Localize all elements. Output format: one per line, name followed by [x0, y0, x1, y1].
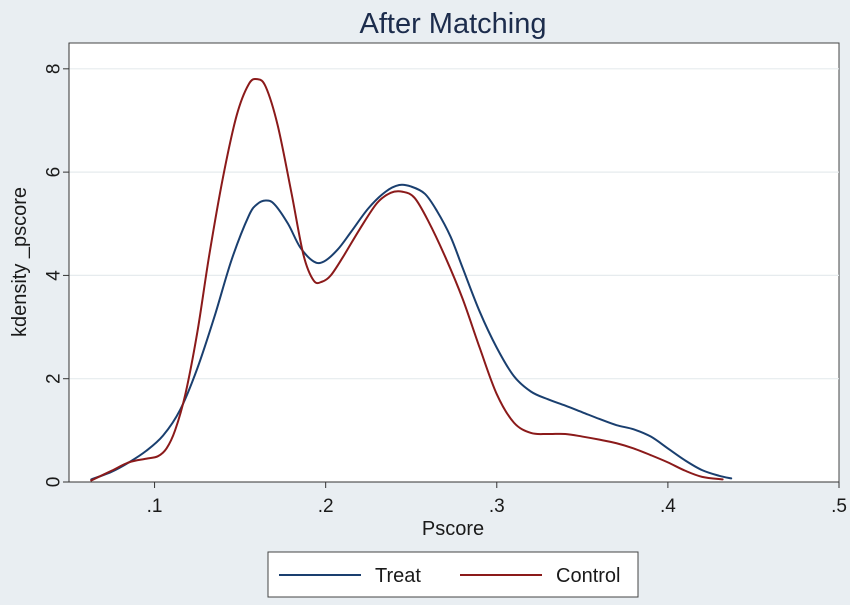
plot-area — [68, 42, 840, 483]
y-tick-label: 0 — [44, 477, 65, 488]
chart-title: After Matching — [360, 8, 547, 40]
y-tick-label: 4 — [44, 270, 65, 281]
series-line-treat — [90, 183, 733, 481]
series-line-control — [90, 77, 724, 482]
y-tick-label: 2 — [44, 373, 65, 384]
ticks: 0 2 4 6 8 .1 .2 .3 .4 .5 — [44, 64, 847, 517]
legend-label-treat: Treat — [375, 565, 421, 587]
y-tick-label: 8 — [44, 64, 65, 75]
x-axis-title: Pscore — [422, 518, 484, 540]
x-tick-label: .3 — [489, 496, 505, 517]
x-tick-label: .5 — [831, 496, 847, 517]
legend: Treat Control — [267, 551, 639, 598]
x-tick-label: .2 — [318, 496, 334, 517]
x-tick-label: .1 — [147, 496, 163, 517]
y-axis-title: kdensity _pscore — [9, 187, 31, 337]
x-tick-label: .4 — [660, 496, 676, 517]
series-layer — [90, 77, 733, 482]
y-tick-label: 6 — [44, 167, 65, 178]
legend-label-control: Control — [556, 565, 620, 587]
